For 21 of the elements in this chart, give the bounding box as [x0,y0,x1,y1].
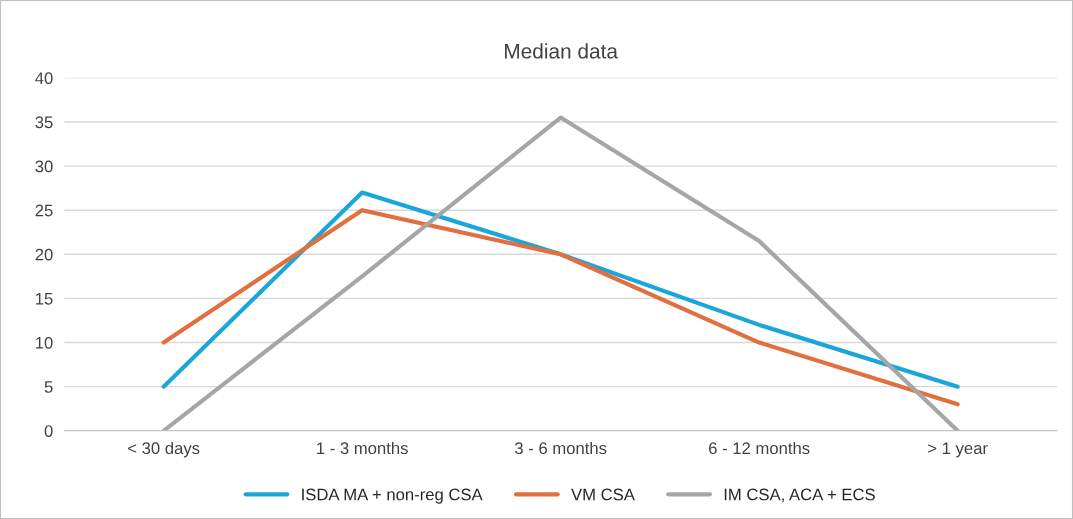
legend-label: VM CSA [571,488,635,501]
line-series [161,190,960,389]
x-tick-label: 3 - 6 months [514,441,607,455]
y-tick-label: 5 [44,381,53,393]
legend-label: IM CSA, ACA + ECS [724,488,875,503]
y-tick-label: 10 [36,336,53,349]
legend-label: ISDA MA + non-reg CSA [302,488,483,504]
y-tick-label: 25 [35,204,53,217]
chart-title: Median data [505,43,618,59]
y-tick-label: 30 [35,160,53,173]
x-tick-label: 1 - 3 months [317,441,408,455]
y-tick-label: 0 [44,425,53,437]
y-tick-label: 35 [35,116,53,129]
line-series [161,115,960,431]
y-tick-label: 15 [36,293,53,305]
x-tick-label: < 30 days [128,441,200,458]
y-tick-label: 20 [35,248,53,261]
x-tick-label: > 1 year [928,442,988,458]
line-series [161,208,960,407]
x-tick-label: 6 - 12 months [709,441,810,455]
y-tick-label: 40 [35,72,53,85]
